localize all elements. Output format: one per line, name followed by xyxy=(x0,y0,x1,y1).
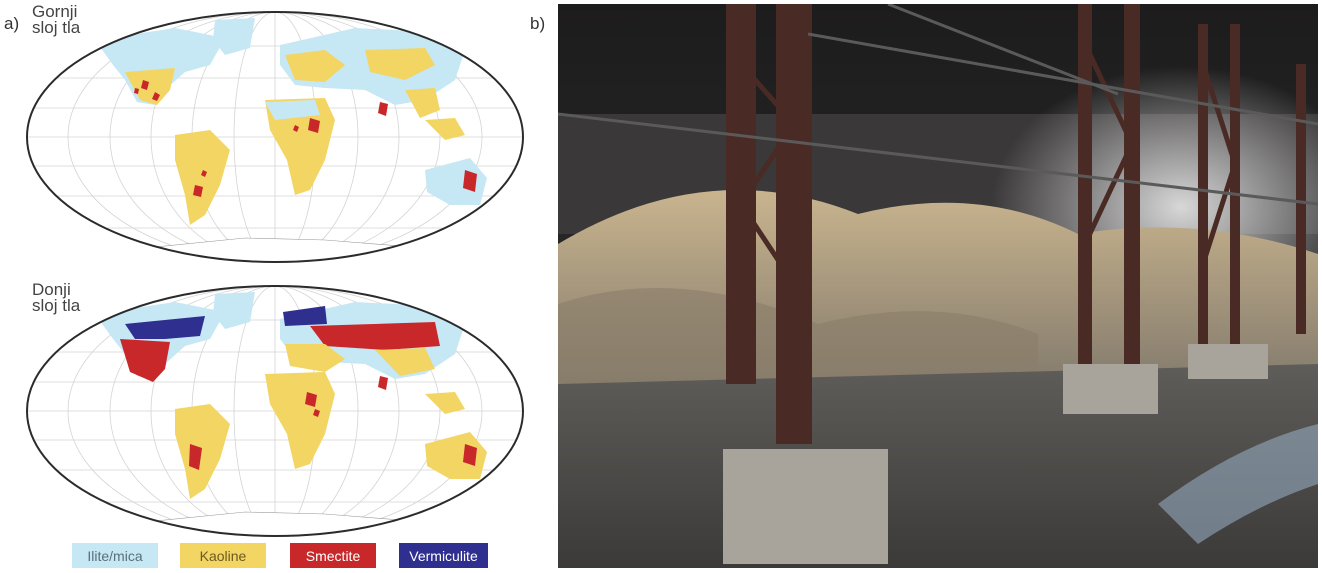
map-title-subsoil: Donji sloj tla xyxy=(32,280,81,315)
legend: Ilite/mica Kaoline Smectite Vermiculite xyxy=(72,543,488,568)
map-title-line: Gornji xyxy=(32,2,78,21)
warehouse-photo xyxy=(557,2,1319,573)
map-title-topsoil: Gornji sloj tla xyxy=(32,2,81,37)
legend-item-vermiculite: Vermiculite xyxy=(399,543,488,568)
panel-b-label: b) xyxy=(530,14,546,33)
map-title-line: Donji xyxy=(32,280,71,299)
legend-item-smectite: Smectite xyxy=(290,543,376,568)
world-map-topsoil xyxy=(25,10,525,269)
map-title-line: sloj tla xyxy=(32,18,81,37)
panel-a-label: a) xyxy=(4,14,20,33)
world-map-subsoil xyxy=(25,284,525,543)
map-border xyxy=(26,11,524,263)
map-border xyxy=(26,285,524,537)
legend-item-illite: Ilite/mica xyxy=(72,543,158,568)
map-title-line: sloj tla xyxy=(32,296,81,315)
legend-item-kaoline: Kaoline xyxy=(180,543,266,568)
